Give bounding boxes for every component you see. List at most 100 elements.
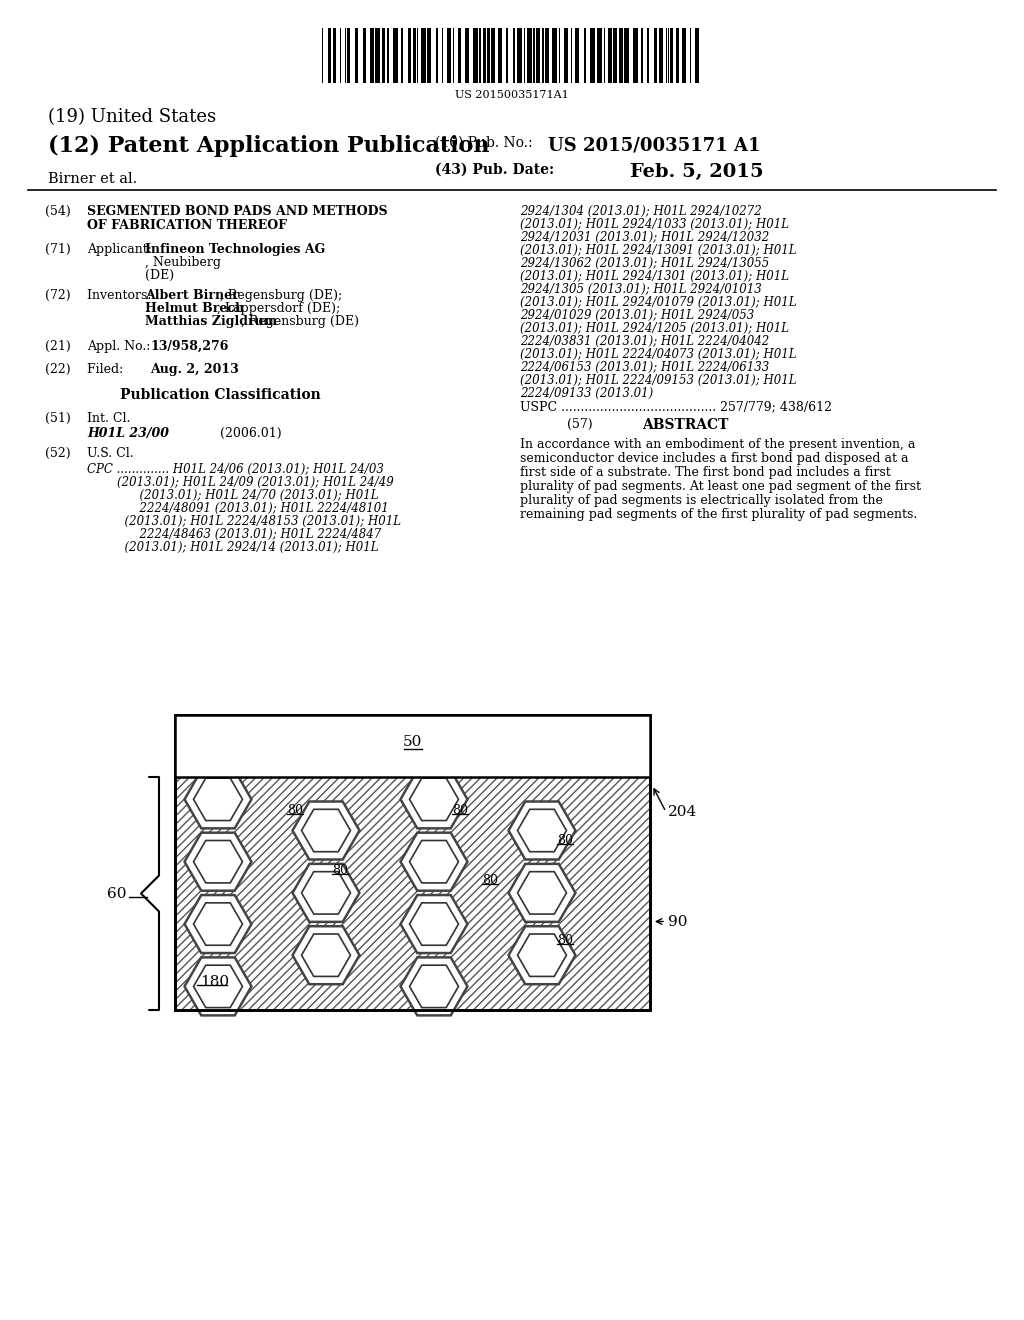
Bar — [421, 28, 426, 83]
Text: plurality of pad segments is electrically isolated from the: plurality of pad segments is electricall… — [520, 494, 883, 507]
Text: (2013.01); H01L 2924/1205 (2013.01); H01L: (2013.01); H01L 2924/1205 (2013.01); H01… — [520, 322, 790, 335]
Polygon shape — [184, 957, 252, 1015]
Bar — [625, 28, 629, 83]
Bar — [552, 28, 556, 83]
Bar — [486, 28, 490, 83]
Text: 204: 204 — [668, 805, 697, 818]
Bar — [175, 715, 650, 777]
Text: , Regensburg (DE): , Regensburg (DE) — [241, 315, 359, 327]
Text: 50: 50 — [402, 735, 422, 748]
Text: 2924/1305 (2013.01); H01L 2924/01013: 2924/1305 (2013.01); H01L 2924/01013 — [520, 282, 762, 296]
Text: (22): (22) — [45, 363, 71, 376]
Bar — [328, 28, 331, 83]
Bar — [465, 28, 469, 83]
Bar — [618, 28, 623, 83]
Text: (43) Pub. Date:: (43) Pub. Date: — [435, 162, 554, 177]
Bar — [498, 28, 503, 83]
Text: US 20150035171A1: US 20150035171A1 — [455, 90, 569, 100]
Text: U.S. Cl.: U.S. Cl. — [87, 447, 133, 459]
Text: 80: 80 — [482, 874, 498, 887]
Text: Infineon Technologies AG: Infineon Technologies AG — [145, 243, 326, 256]
Bar — [175, 715, 650, 1010]
Polygon shape — [293, 801, 359, 859]
Text: Int. Cl.: Int. Cl. — [87, 412, 130, 425]
Text: 80: 80 — [557, 833, 573, 846]
Text: Birner et al.: Birner et al. — [48, 172, 137, 186]
Bar — [417, 28, 418, 83]
Bar — [513, 28, 515, 83]
Bar — [653, 28, 657, 83]
Text: (2013.01); H01L 2924/13091 (2013.01); H01L: (2013.01); H01L 2924/13091 (2013.01); H0… — [520, 244, 797, 257]
Bar — [175, 715, 650, 777]
Bar — [641, 28, 643, 83]
Bar — [532, 28, 536, 83]
Polygon shape — [194, 777, 243, 821]
Bar — [427, 28, 431, 83]
Text: (57): (57) — [567, 418, 593, 432]
Text: Filed:: Filed: — [87, 363, 152, 376]
Text: , Regensburg (DE);: , Regensburg (DE); — [220, 289, 342, 302]
Bar — [473, 28, 477, 83]
Bar — [695, 28, 698, 83]
Bar — [564, 28, 568, 83]
Text: H01L 23/00: H01L 23/00 — [87, 426, 169, 440]
Bar — [479, 28, 481, 83]
Bar — [689, 28, 691, 83]
Bar — [382, 28, 385, 83]
Text: 13/958,276: 13/958,276 — [150, 341, 228, 352]
Bar — [387, 28, 388, 83]
Polygon shape — [194, 965, 243, 1007]
Text: Matthias Zigldrum: Matthias Zigldrum — [145, 315, 278, 327]
Text: 2224/48091 (2013.01); H01L 2224/48101: 2224/48091 (2013.01); H01L 2224/48101 — [87, 502, 389, 515]
Text: 2224/09133 (2013.01): 2224/09133 (2013.01) — [520, 387, 653, 400]
Polygon shape — [410, 777, 459, 821]
Text: 2924/01029 (2013.01); H01L 2924/053: 2924/01029 (2013.01); H01L 2924/053 — [520, 309, 755, 322]
Bar — [375, 28, 380, 83]
Polygon shape — [509, 927, 575, 985]
Bar — [447, 28, 451, 83]
Bar — [666, 28, 667, 83]
Polygon shape — [509, 801, 575, 859]
Polygon shape — [400, 771, 468, 829]
Bar — [453, 28, 454, 83]
Text: (2013.01); H01L 2924/01079 (2013.01); H01L: (2013.01); H01L 2924/01079 (2013.01); H0… — [520, 296, 797, 309]
Bar — [676, 28, 680, 83]
Text: (2013.01); H01L 24/09 (2013.01); H01L 24/49: (2013.01); H01L 24/09 (2013.01); H01L 24… — [87, 477, 394, 488]
Text: Inventors:: Inventors: — [87, 289, 156, 302]
Text: (2013.01); H01L 2224/48153 (2013.01); H01L: (2013.01); H01L 2224/48153 (2013.01); H0… — [87, 515, 401, 528]
Polygon shape — [517, 809, 566, 851]
Bar — [436, 28, 438, 83]
Bar — [591, 28, 595, 83]
Bar — [175, 777, 650, 1010]
Text: Aug. 2, 2013: Aug. 2, 2013 — [150, 363, 239, 376]
Text: (2013.01); H01L 24/70 (2013.01); H01L: (2013.01); H01L 24/70 (2013.01); H01L — [87, 488, 379, 502]
Text: 2924/12031 (2013.01); H01L 2924/12032: 2924/12031 (2013.01); H01L 2924/12032 — [520, 231, 769, 244]
Text: 80: 80 — [332, 863, 348, 876]
Text: (2013.01); H01L 2924/14 (2013.01); H01L: (2013.01); H01L 2924/14 (2013.01); H01L — [87, 541, 379, 554]
Bar — [542, 28, 544, 83]
Text: 80: 80 — [287, 804, 303, 817]
Polygon shape — [184, 833, 252, 891]
Text: , Lappersdorf (DE);: , Lappersdorf (DE); — [217, 302, 340, 315]
Text: (10) Pub. No.:: (10) Pub. No.: — [435, 136, 532, 150]
Text: 60: 60 — [108, 887, 127, 900]
Text: 2224/03831 (2013.01); H01L 2224/04042: 2224/03831 (2013.01); H01L 2224/04042 — [520, 335, 769, 348]
Bar — [633, 28, 638, 83]
Bar — [441, 28, 442, 83]
Polygon shape — [400, 957, 468, 1015]
Bar — [506, 28, 508, 83]
Text: ABSTRACT: ABSTRACT — [642, 418, 728, 432]
Bar — [524, 28, 525, 83]
Text: 2224/06153 (2013.01); H01L 2224/06133: 2224/06153 (2013.01); H01L 2224/06133 — [520, 360, 769, 374]
Bar — [393, 28, 397, 83]
Bar — [483, 28, 485, 83]
Bar — [371, 28, 374, 83]
Text: CPC .............. H01L 24/06 (2013.01); H01L 24/03: CPC .............. H01L 24/06 (2013.01);… — [87, 463, 384, 477]
Text: In accordance with an embodiment of the present invention, a: In accordance with an embodiment of the … — [520, 438, 915, 451]
Bar — [559, 28, 560, 83]
Text: USPC ........................................ 257/779; 438/612: USPC ...................................… — [520, 400, 831, 413]
Text: (2013.01); H01L 2224/09153 (2013.01); H01L: (2013.01); H01L 2224/09153 (2013.01); H0… — [520, 374, 797, 387]
Polygon shape — [410, 841, 459, 883]
Bar — [669, 28, 670, 83]
Bar — [344, 28, 346, 83]
